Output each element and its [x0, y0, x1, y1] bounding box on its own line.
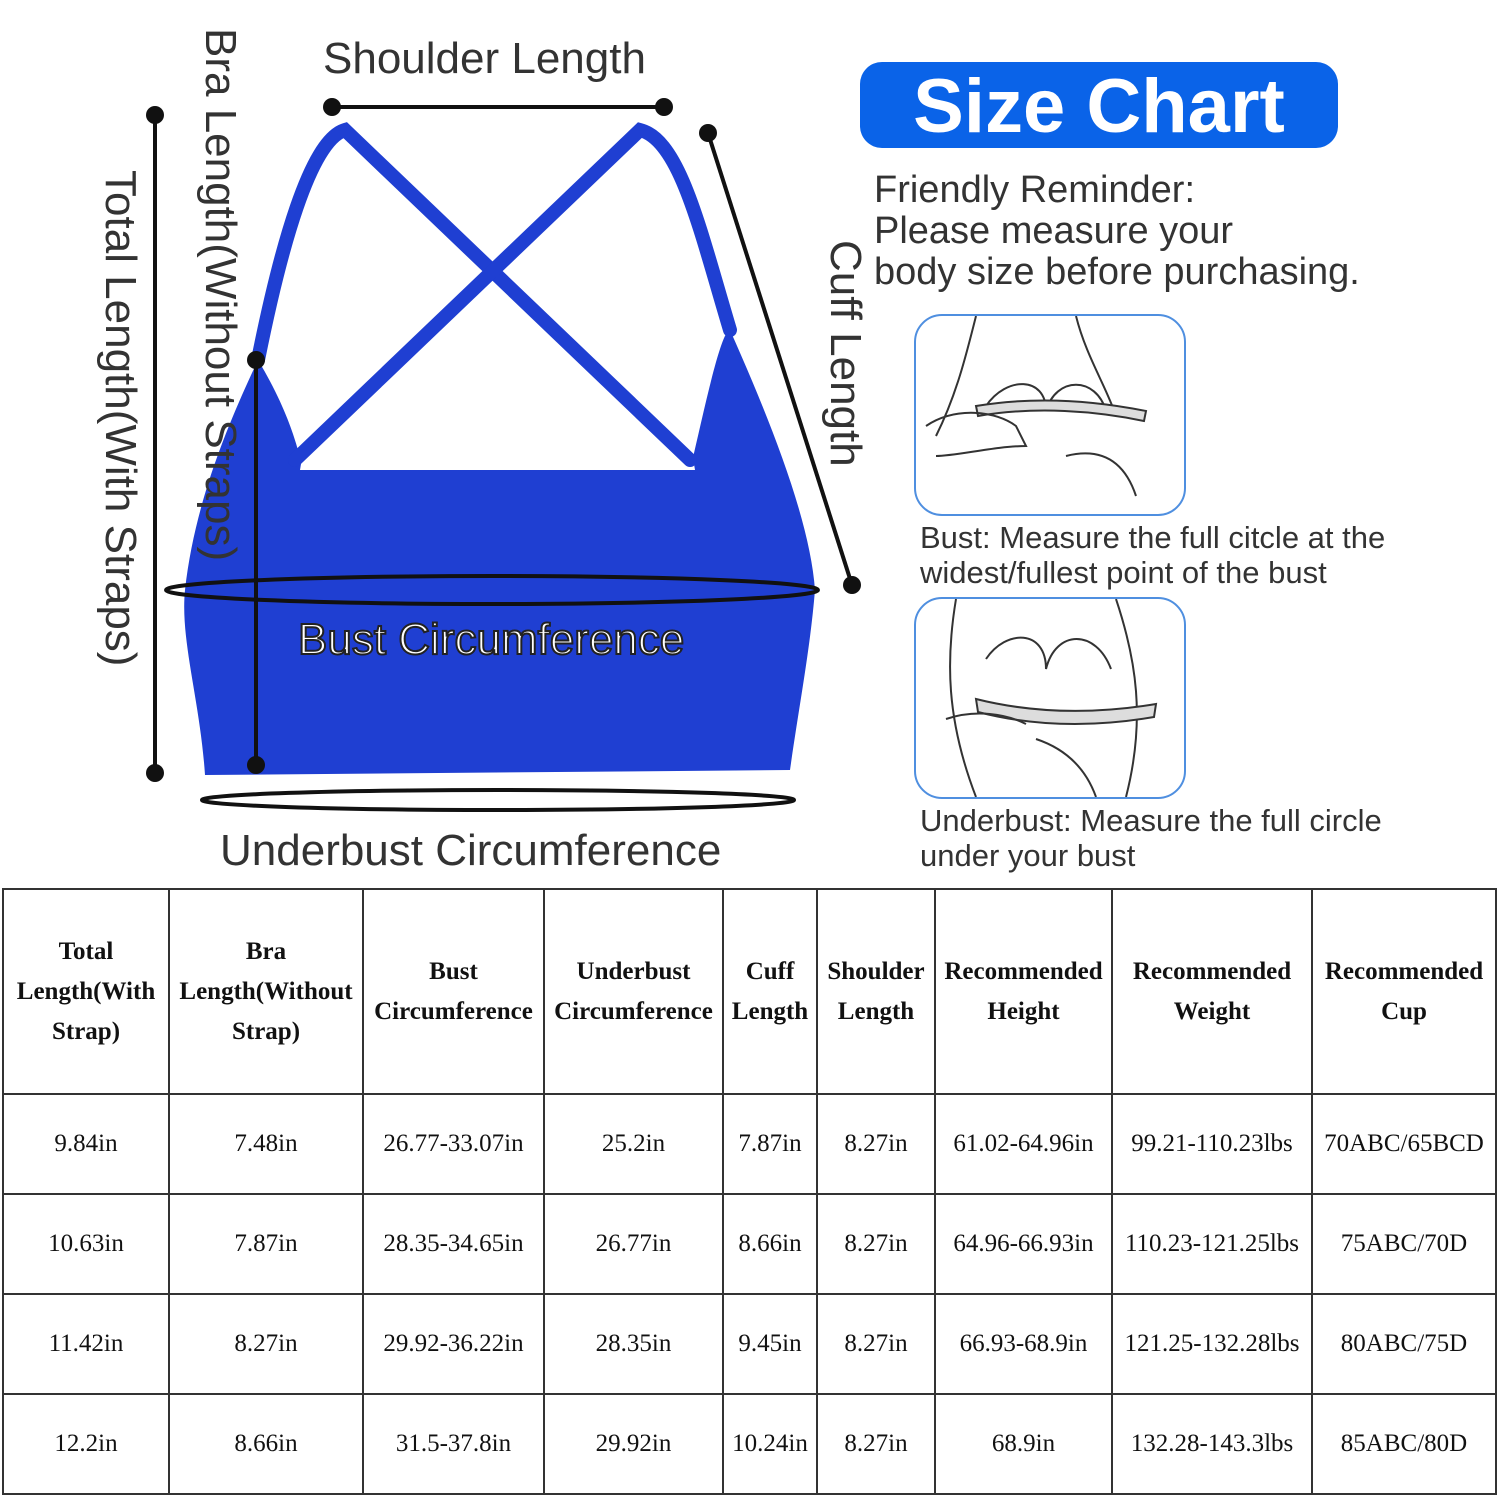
table-cell: 28.35-34.65in [362, 1193, 545, 1295]
column-header: Recommended Weight [1111, 888, 1313, 1095]
size-chart-title: Size Chart [860, 62, 1338, 149]
table-cell: 64.96-66.93in [934, 1193, 1113, 1295]
table-row: 12.2in 8.66in 31.5-37.8in 29.92in 10.24in 8.2… [2, 1393, 1497, 1495]
table-cell: 26.77in [543, 1193, 724, 1295]
table-cell: 8.27in [816, 1293, 936, 1395]
table-cell: 8.27in [816, 1093, 936, 1195]
table-row: 9.84in 7.48in 26.77-33.07in 25.2in 7.87in 8.2… [2, 1093, 1497, 1195]
strap-right [288, 122, 737, 467]
bust-caption-line-2: widest/fullest point of the bust [920, 555, 1327, 590]
table-cell: 85ABC/80D [1311, 1393, 1497, 1495]
column-header-line: Height [987, 997, 1060, 1025]
column-header-line: Recommended [1324, 957, 1484, 985]
reminder-line-2: Please measure your [874, 210, 1234, 252]
table-cell: 9.45in [722, 1293, 818, 1395]
table-cell: 68.9in [934, 1393, 1113, 1495]
column-header-line: Bra [245, 937, 287, 965]
table-cell: 110.23-121.25lbs [1111, 1193, 1313, 1295]
table-cell: 66.93-68.9in [934, 1293, 1113, 1395]
table-cell: 7.48in [168, 1093, 364, 1195]
column-header-line: Cup [1381, 997, 1427, 1025]
table-cell: 26.77-33.07in [362, 1093, 545, 1195]
table-cell: 132.28-143.3lbs [1111, 1393, 1313, 1495]
column-header-line: Strap) [231, 1017, 301, 1045]
size-table: Total Length(With Strap) Bra Length(Without S… [2, 888, 1497, 1495]
table-cell: 28.35in [543, 1293, 724, 1395]
table-row: 10.63in 7.87in 28.35-34.65in 26.77in 8.66in 8… [2, 1193, 1497, 1295]
bra-body [184, 330, 816, 775]
underbust-caption-line-2: under your bust [920, 838, 1136, 873]
bust-circumference-label: Bust Circumference [297, 614, 685, 665]
table-cell: 121.25-132.28lbs [1111, 1293, 1313, 1395]
column-header: Underbust Circumference [543, 888, 724, 1095]
table-cell: 8.27in [168, 1293, 364, 1395]
column-header-line: Circumference [554, 997, 713, 1025]
table-cell: 61.02-64.96in [934, 1093, 1113, 1195]
column-header-line: Length [837, 997, 915, 1025]
column-header-line: Strap) [51, 1017, 121, 1045]
column-header-line: Length [731, 997, 809, 1025]
strap-left [251, 122, 697, 467]
table-cell: 9.84in [2, 1093, 170, 1195]
column-header: Bra Length(Without Strap) [168, 888, 364, 1095]
column-header: Shoulder Length [816, 888, 936, 1095]
table-cell: 7.87in [168, 1193, 364, 1295]
bra-diagram [146, 98, 861, 812]
table-cell: 70ABC/65BCD [1311, 1093, 1497, 1195]
table-cell: 80ABC/75D [1311, 1293, 1497, 1395]
table-cell: 12.2in [2, 1393, 170, 1495]
column-header: Bust Circumference [362, 888, 545, 1095]
bra-length-label: Bra Length(Without Straps) [196, 28, 245, 562]
column-header-line: Weight [1173, 997, 1251, 1025]
column-header: Total Length(With Strap) [2, 888, 170, 1095]
table-cell: 11.42in [2, 1293, 170, 1395]
table-cell: 99.21-110.23lbs [1111, 1093, 1313, 1195]
column-header-line: Length(Without [179, 977, 353, 1005]
table-cell: 8.27in [816, 1393, 936, 1495]
underbust-measure-illustration [914, 597, 1186, 799]
column-header-line: Length(With [16, 977, 156, 1005]
column-header: Recommended Height [934, 888, 1113, 1095]
table-cell: 8.27in [816, 1193, 936, 1295]
table-cell: 25.2in [543, 1093, 724, 1195]
shoulder-length-label: Shoulder Length [323, 34, 646, 83]
bust-measure-illustration [914, 314, 1186, 516]
cuff-length-label: Cuff Length [821, 240, 870, 467]
table-header-row: Total Length(With Strap) Bra Length(Without S… [2, 888, 1497, 1095]
table-cell: 31.5-37.8in [362, 1393, 545, 1495]
column-header-line: Total [58, 937, 114, 965]
column-header: Recommended Cup [1311, 888, 1497, 1095]
table-cell: 29.92-36.22in [362, 1293, 545, 1395]
table-cell: 10.24in [722, 1393, 818, 1495]
table-cell: 8.66in [722, 1193, 818, 1295]
table-cell: 10.63in [2, 1193, 170, 1295]
table-row: 11.42in 8.27in 29.92-36.22in 28.35in 9.45in 8… [2, 1293, 1497, 1395]
column-header-line: Recommended [944, 957, 1103, 985]
total-length-label: Total Length(With Straps) [96, 170, 145, 667]
underbust-circumference-label: Underbust Circumference [220, 826, 722, 875]
reminder-line-3: body size before purchasing. [874, 251, 1360, 293]
column-header-line: Shoulder [827, 957, 925, 985]
table-cell: 8.66in [168, 1393, 364, 1495]
column-header-line: Bust [429, 957, 478, 985]
bust-caption-line-1: Bust: Measure the full citcle at the [920, 520, 1386, 555]
underbust-caption-line-1: Underbust: Measure the full circle [920, 803, 1382, 838]
table-cell: 7.87in [722, 1093, 818, 1195]
table-cell: 75ABC/70D [1311, 1193, 1497, 1295]
column-header-line: Circumference [374, 997, 533, 1025]
table-cell: 29.92in [543, 1393, 724, 1495]
reminder-line-1: Friendly Reminder: [874, 169, 1195, 211]
column-header-line: Underbust [576, 957, 691, 985]
column-header-line: Cuff [745, 957, 795, 985]
column-header-line: Recommended [1132, 957, 1292, 985]
column-header: Cuff Length [722, 888, 818, 1095]
